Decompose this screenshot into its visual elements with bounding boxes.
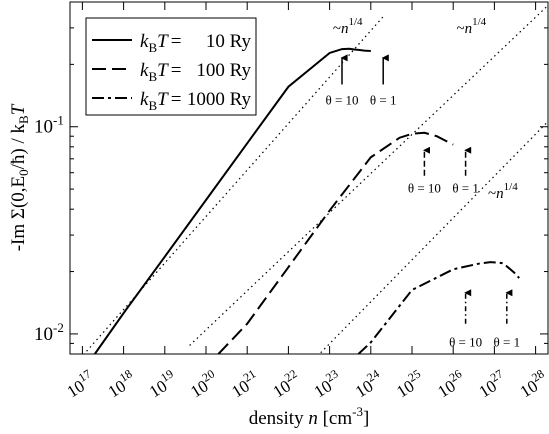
x-axis-label: density n [cm-3] <box>249 404 370 429</box>
series-10ry-line <box>93 47 371 354</box>
plot-frame <box>69 1 549 355</box>
theta-label: θ = 10 <box>408 180 441 195</box>
slope-annotations: ~n1/4 ~n1/4 ~n1/4 <box>333 16 518 202</box>
theta-label: θ = 1 <box>452 180 479 195</box>
x-tick-label: 1024 <box>350 367 387 402</box>
reference-line-n-quarter <box>318 121 548 354</box>
theta-label: θ = 10 <box>325 93 358 108</box>
x-tick-label: 1028 <box>515 367 549 402</box>
legend: kBT = 10 Ry kBT = 100 Ry kBT = 1000 Ry <box>85 17 257 116</box>
theta-label: θ = 10 <box>449 334 482 349</box>
x-tick-label: 1026 <box>432 367 469 402</box>
legend-value-10ry: 10 Ry <box>206 31 252 52</box>
legend-value-1000ry: 1000 Ry <box>187 89 252 110</box>
y-tick-label: 10-2 <box>34 320 64 345</box>
legend-value-100ry: 100 Ry <box>196 60 251 81</box>
series-1000ry-line <box>357 261 520 354</box>
theta-label: θ = 1 <box>370 93 397 108</box>
y-tick-label: 10-1 <box>34 113 64 138</box>
y-axis-label: -Im Σ(0,E0/ħ) / kBT <box>8 103 31 251</box>
x-tick-label: 1027 <box>473 367 510 402</box>
series-100ry-line <box>217 131 454 354</box>
axis-ticks <box>70 1 548 355</box>
legend-box <box>85 17 257 116</box>
x-tick-label: 1023 <box>309 367 346 402</box>
y-tick-labels: 10-2 10-1 <box>34 113 64 345</box>
theta-markers: θ = 10 θ = 1 θ = 10 θ = 1 θ = 10 θ = 1 <box>325 54 521 349</box>
legend-label-1000ry: kBT = <box>140 89 181 113</box>
x-tick-label: 1020 <box>185 367 222 402</box>
data-series <box>93 47 520 354</box>
slope-annotation: ~n1/4 <box>333 16 363 37</box>
slope-annotation: ~n1/4 <box>488 181 518 202</box>
x-tick-label: 1022 <box>267 367 304 402</box>
legend-label-10ry: kBT = <box>140 31 181 55</box>
x-tick-label: 1017 <box>61 367 98 402</box>
x-tick-label: 1019 <box>144 367 181 402</box>
x-tick-label: 1018 <box>103 367 140 402</box>
legend-label-100ry: kBT = <box>140 60 181 84</box>
x-tick-label: 1025 <box>391 367 428 402</box>
reference-line-n-quarter <box>83 16 384 354</box>
x-tick-label: 1021 <box>226 367 263 402</box>
theta-label: θ = 1 <box>494 334 521 349</box>
slope-annotation: ~n1/4 <box>456 16 486 37</box>
reference-lines <box>83 5 548 354</box>
x-tick-labels: 1017101810191020102110221023102410251026… <box>61 367 549 402</box>
